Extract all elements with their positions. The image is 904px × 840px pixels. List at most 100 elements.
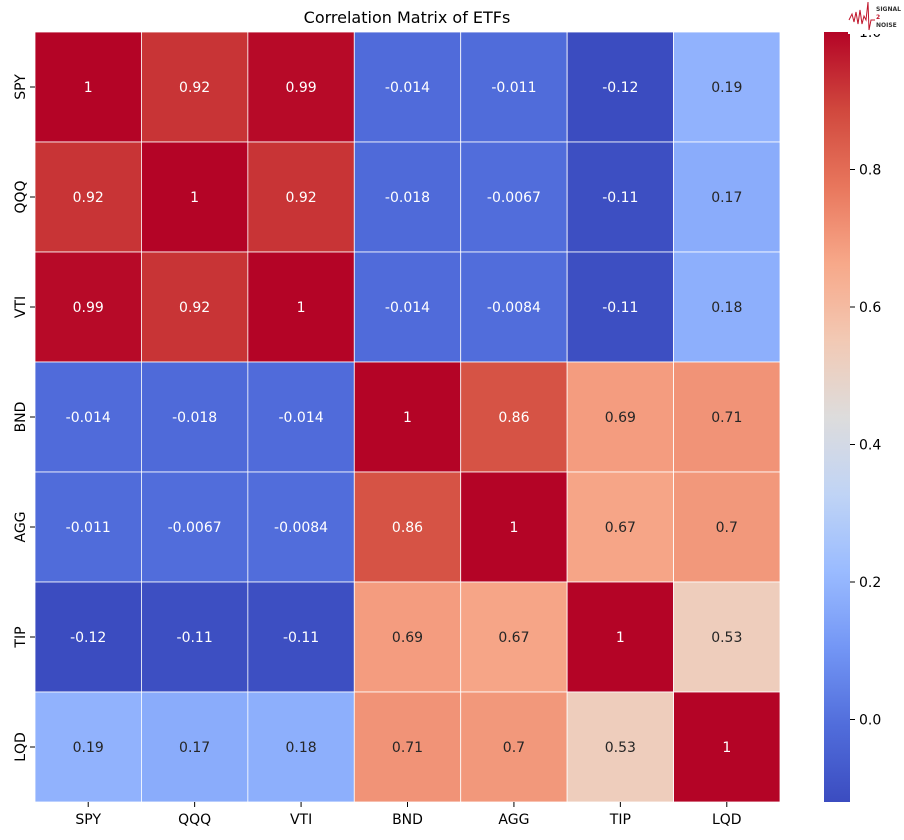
x-tick-label: LQD [712,812,742,828]
heatmap-cell [673,471,781,583]
cell-label: 0.99 [285,80,316,96]
cell-label: 1 [84,80,93,96]
heatmap-cell [566,691,674,803]
y-tick-label: TIP [13,626,29,648]
heatmap-cell [34,141,142,253]
heatmap-cell [34,471,142,583]
cell-label: -0.11 [283,630,319,646]
heatmap-cell [141,581,249,693]
cell-label: 0.19 [711,80,742,96]
colorbar-tick-label: 0.2 [859,575,881,591]
cell-label: 0.7 [503,740,525,756]
cell-label: -0.018 [172,410,217,426]
heatmap-cell [34,361,142,473]
colorbar-tick-label: 0.6 [859,300,881,316]
cell-label: 1 [616,630,625,646]
heatmap-cell [673,581,781,693]
colorbar-tick-label: 0.0 [859,713,881,729]
y-tick-label: BND [13,402,29,433]
cell-label: 0.18 [711,300,742,316]
heatmap-cell [34,251,142,363]
x-tick-label: QQQ [178,812,211,828]
y-tick-label: AGG [13,511,29,542]
cell-label: 0.69 [392,630,423,646]
cell-label: -0.0067 [487,190,541,206]
cell-label: 1 [722,740,731,756]
cell-label: -0.014 [385,80,430,96]
cell-label: 0.67 [605,520,636,536]
y-tick-label: SPY [13,74,29,100]
cell-label: 0.69 [605,410,636,426]
cell-label: -0.12 [602,80,638,96]
colorbar [824,32,850,802]
cell-label: -0.11 [177,630,213,646]
cell-label: -0.014 [66,410,111,426]
colorbar-tick-label: 0.4 [859,438,881,454]
heatmap-cell [34,31,142,143]
signal-2-noise-logo: SIGNAL 2 NOISE [848,1,904,34]
cell-label: 1 [403,410,412,426]
svg-text:SIGNAL: SIGNAL [876,6,901,13]
cell-label: 0.71 [711,410,742,426]
heatmap-cell [34,581,142,693]
heatmap-cell [566,471,674,583]
colorbar-tick-label: 0.8 [859,163,881,179]
heatmap-cell [566,361,674,473]
heatmap-cell [247,691,355,803]
cell-label: -0.12 [70,630,106,646]
heatmap-cell [353,251,462,363]
x-tick-label: VTI [290,812,312,828]
cell-label: -0.014 [279,410,324,426]
heatmap-cell [247,31,355,143]
cell-label: 1 [509,520,518,536]
heatmap-cell [247,251,355,363]
svg-text:NOISE: NOISE [876,22,897,29]
heatmap-cell [673,141,781,253]
heatmap-cell [141,361,249,473]
x-tick-label: TIP [609,812,631,828]
cell-label: -0.018 [385,190,430,206]
cell-label: -0.011 [491,80,536,96]
cell-label: 1 [190,190,199,206]
cell-label: 0.19 [73,740,104,756]
cell-label: -0.011 [66,520,111,536]
cell-label: 0.17 [179,740,210,756]
heatmap-cell [353,31,462,143]
cell-label: -0.0084 [274,520,328,536]
heatmap-cell [673,251,781,363]
cell-label: -0.11 [602,190,638,206]
heatmap-cell [673,361,781,473]
heatmap-cell [460,141,568,253]
cell-label: 0.92 [285,190,316,206]
x-tick-label: SPY [75,812,101,828]
cell-label: 0.71 [392,740,423,756]
heatmap-cell [353,581,462,693]
cell-label: -0.11 [602,300,638,316]
cell-label: 0.7 [716,520,738,536]
cell-label: -0.0084 [487,300,541,316]
heatmap-cell [460,691,568,803]
cell-label: 0.18 [285,740,316,756]
heatmap-cell [141,31,249,143]
x-tick-label: BND [392,812,423,828]
heatmap-cell [566,141,674,253]
cell-label: 1 [297,300,306,316]
cell-label: 0.17 [711,190,742,206]
cell-label: 0.92 [73,190,104,206]
heatmap-cell [353,691,462,803]
cell-label: 0.53 [605,740,636,756]
y-tick-label: QQQ [13,180,29,213]
chart-title: Correlation Matrix of ETFs [304,8,511,27]
cell-label: 0.92 [179,80,210,96]
heatmap-cell [353,361,462,473]
heatmap-cell [34,691,142,803]
cell-label: 0.53 [711,630,742,646]
x-tick-label: AGG [498,812,529,828]
heatmap-cell [460,581,568,693]
heatmap-cell [566,251,674,363]
cell-label: 0.99 [73,300,104,316]
heatmap-cell [247,581,355,693]
cell-label: -0.014 [385,300,430,316]
svg-text:2: 2 [876,14,880,21]
